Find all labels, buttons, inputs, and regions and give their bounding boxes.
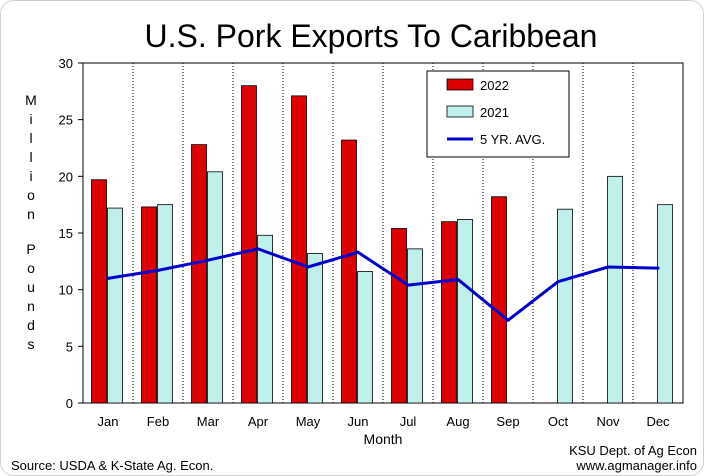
- line-point-5-yr-avg: [406, 283, 410, 287]
- x-tick-label: Apr: [248, 414, 269, 429]
- line-point-5-yr-avg: [556, 280, 560, 284]
- legend-swatch: [446, 78, 474, 91]
- bar-2021: [407, 248, 423, 404]
- line-point-5-yr-avg: [506, 318, 510, 322]
- x-tick-label: Nov: [596, 414, 620, 429]
- bar-2021: [457, 218, 473, 404]
- x-tick-label: Oct: [548, 414, 569, 429]
- x-tick-label: Aug: [446, 414, 469, 429]
- line-5-yr-avg: [107, 247, 659, 322]
- y-axis-title-letter: o: [27, 260, 35, 276]
- bar-2022: [141, 206, 157, 404]
- y-axis-title-letter: s: [28, 336, 35, 352]
- bar-2022: [291, 95, 307, 404]
- line-point-5-yr-avg: [606, 265, 610, 269]
- legend-label: 5 YR. AVG.: [480, 132, 545, 147]
- bar-2021: [557, 208, 573, 404]
- y-tick-label: 15: [59, 226, 73, 241]
- bar-2022: [191, 144, 207, 404]
- y-tick-label: 5: [66, 339, 73, 354]
- line-point-5-yr-avg: [356, 250, 360, 254]
- legend-swatch: [446, 105, 474, 118]
- y-tick-label: 30: [59, 56, 73, 71]
- x-axis-title: Month: [364, 431, 403, 447]
- bar-2021: [107, 207, 123, 404]
- bar-2021: [257, 234, 273, 404]
- x-tick-label: Feb: [147, 414, 169, 429]
- chart-title: U.S. Pork Exports To Caribbean: [145, 18, 598, 54]
- bar-2022: [341, 139, 357, 404]
- x-tick-label: Sep: [496, 414, 519, 429]
- bar-2021: [157, 204, 173, 404]
- line-point-5-yr-avg: [456, 277, 460, 281]
- bar-2021: [657, 204, 673, 404]
- bar-2022: [241, 85, 257, 404]
- line-point-5-yr-avg: [206, 258, 210, 262]
- y-axis-title-letter: l: [29, 130, 32, 146]
- line-point-5-yr-avg: [656, 266, 660, 270]
- credit-line-2: www.agmanager.info: [575, 458, 697, 473]
- x-tick-label: May: [296, 414, 321, 429]
- y-axis-title-letter: M: [25, 92, 37, 108]
- line-point-5-yr-avg: [106, 276, 110, 280]
- x-tick-label: Jul: [400, 414, 417, 429]
- source-note: Source: USDA & K-State Ag. Econ.: [11, 458, 213, 473]
- bar-2022: [441, 221, 457, 404]
- x-tick-label: Dec: [646, 414, 670, 429]
- y-axis-title-letter: l: [29, 149, 32, 165]
- y-tick-label: 20: [59, 169, 73, 184]
- y-axis-title-letter: u: [27, 279, 35, 295]
- credit-line-1: KSU Dept. of Ag Econ: [569, 443, 697, 458]
- y-axis-title-letter: P: [26, 241, 35, 257]
- bar-2022: [491, 196, 507, 404]
- bar-2022: [91, 179, 107, 404]
- y-axis-title-letter: i: [29, 168, 32, 184]
- y-tick-label: 0: [66, 396, 73, 411]
- line-point-5-yr-avg: [156, 268, 160, 272]
- legend: 2022 2021 5 YR. AVG.: [426, 70, 570, 158]
- legend-label: 2022: [480, 78, 509, 93]
- y-axis-title-letter: n: [27, 298, 35, 314]
- bar-2021: [607, 175, 623, 404]
- x-tick-label: Jan: [98, 414, 119, 429]
- line-point-5-yr-avg: [306, 265, 310, 269]
- bar-2021: [357, 271, 373, 404]
- line-point-5-yr-avg: [256, 247, 260, 251]
- y-tick-label: 10: [59, 283, 73, 298]
- y-axis-title-letter: o: [27, 187, 35, 203]
- bar-2021: [207, 171, 223, 404]
- y-tick-label: 25: [59, 113, 73, 128]
- y-axis-title-letter: n: [27, 206, 35, 222]
- y-axis-title-letter: i: [29, 111, 32, 127]
- legend-label: 2021: [480, 105, 509, 120]
- bar-2021: [307, 252, 323, 404]
- x-tick-label: Mar: [197, 414, 220, 429]
- y-axis-title-letter: d: [27, 317, 35, 333]
- x-tick-label: Jun: [348, 414, 369, 429]
- bar-2022: [391, 228, 407, 404]
